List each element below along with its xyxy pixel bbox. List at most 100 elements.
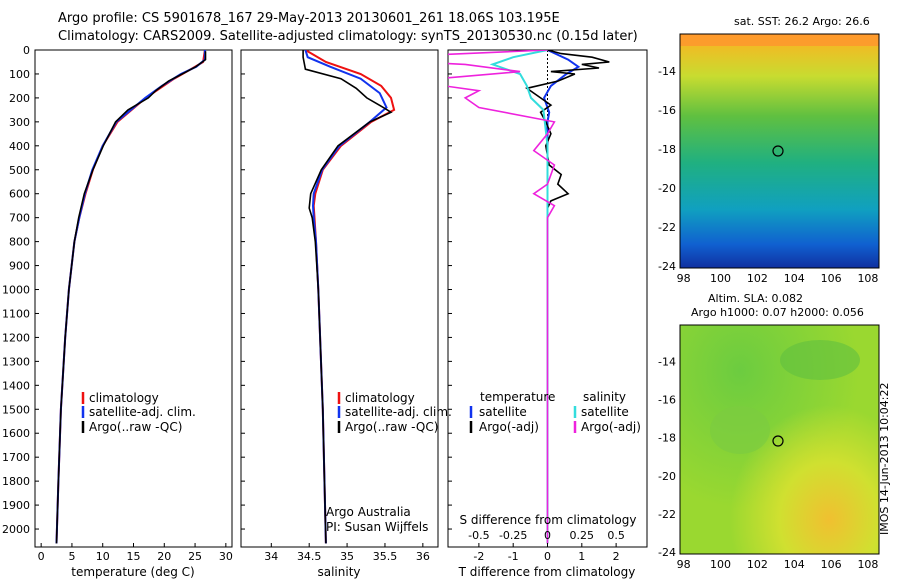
temperature-xlabel: temperature (deg C) — [71, 565, 194, 579]
y-tick-label: 400 — [9, 140, 30, 153]
map-y-tick-label: -16 — [658, 393, 676, 406]
series-satellite-adj-clim- — [55, 50, 206, 544]
y-tick-label: 600 — [9, 188, 30, 201]
map-x-tick-label: 108 — [857, 272, 878, 285]
series-satellite-adj-clim- — [304, 50, 388, 544]
x-tick-label: 35.5 — [373, 550, 398, 563]
y-tick-label: 300 — [9, 116, 30, 129]
difference-series-group — [448, 50, 610, 544]
map-y-tick-label: -18 — [658, 143, 676, 156]
y-tick-label: 1600 — [2, 427, 30, 440]
y-tick-label: 1400 — [2, 379, 30, 392]
y-tick-label: 100 — [9, 68, 30, 81]
x-tick-label: 0 — [38, 550, 45, 563]
s-tick-label: 0.5 — [607, 529, 625, 542]
y-tick-label: 1300 — [2, 355, 30, 368]
map-x-tick-label: 100 — [710, 272, 731, 285]
annotation-line-1: Argo Australia — [326, 505, 411, 519]
y-tick-label: 1100 — [2, 307, 30, 320]
sla-map-title: Altim. SLA: 0.082 — [708, 292, 803, 305]
x-tick-label: 5 — [68, 550, 75, 563]
series-temperature-satellite — [543, 50, 581, 544]
y-tick-label: 1200 — [2, 331, 30, 344]
figure-title-line-2: Climatology: CARS2009. Satellite-adjuste… — [58, 29, 638, 44]
map-x-tick-label: 104 — [784, 558, 805, 571]
salinity-xlabel: salinity — [317, 565, 360, 579]
sla-map — [679, 324, 880, 555]
salinity-panel-frame — [240, 49, 439, 548]
series-salinity-argo-adj- — [448, 50, 556, 544]
map-x-tick-label: 108 — [857, 558, 878, 571]
legend-sal-argo: Argo(-adj) — [581, 420, 641, 434]
y-tick-label: 2000 — [2, 523, 30, 536]
y-tick-label: 1700 — [2, 451, 30, 464]
y-tick-label: 500 — [9, 164, 30, 177]
x-tick-label: 20 — [157, 550, 171, 563]
map-x-tick-label: 106 — [821, 272, 842, 285]
sla-map-title-2: Argo h1000: 0.07 h2000: 0.056 — [691, 306, 864, 319]
x-tick-label: 30 — [219, 550, 233, 563]
map-y-tick-label: -22 — [658, 508, 676, 521]
legend-climatology: climatology — [345, 391, 415, 405]
map-x-tick-label: 102 — [747, 558, 768, 571]
map-x-tick-label: 100 — [710, 558, 731, 571]
map-y-tick-label: -24 — [658, 260, 676, 273]
map-x-tick-label: 98 — [677, 272, 691, 285]
x-tick-label: 10 — [96, 550, 110, 563]
y-tick-label: 1900 — [2, 499, 30, 512]
map-y-tick-label: -20 — [658, 182, 676, 195]
y-tick-label: 200 — [9, 92, 30, 105]
map-y-tick-label: -18 — [658, 432, 676, 445]
x-tick-label: 15 — [127, 550, 141, 563]
y-tick-label: 700 — [9, 212, 30, 225]
y-tick-label: 1500 — [2, 403, 30, 416]
salinity-legend: climatology satellite-adj. clim. Argo(..… — [326, 391, 452, 534]
x-tick-label: 2 — [613, 550, 620, 563]
legend-satellite-adj: satellite-adj. clim. — [345, 405, 452, 419]
salinity-series-group — [302, 50, 396, 544]
figure-title-line-1: Argo profile: CS 5901678_167 29-May-2013… — [58, 11, 560, 26]
legend-title-salinity: salinity — [583, 390, 626, 404]
series-argo-raw-qc- — [55, 51, 207, 544]
map-y-tick-label: -14 — [658, 355, 676, 368]
legend-argo: Argo(..raw -QC) — [345, 420, 438, 434]
y-tick-label: 0 — [23, 44, 30, 57]
legend-sal-satellite: satellite — [581, 405, 629, 419]
y-tick-label: 1000 — [2, 284, 30, 297]
map-x-tick-label: 104 — [784, 272, 805, 285]
map-x-tick-label: 106 — [821, 558, 842, 571]
x-tick-label: 34 — [264, 550, 278, 563]
y-tick-label: 900 — [9, 260, 30, 273]
legend-temp-satellite: satellite — [479, 405, 527, 419]
sst-map — [679, 33, 880, 269]
sst-map-title: sat. SST: 26.2 Argo: 26.6 — [734, 15, 870, 28]
s-tick-label: 0.25 — [570, 529, 595, 542]
series-temperature-argo-adj- — [524, 50, 610, 544]
series-argo-raw-qc- — [302, 50, 393, 544]
s-tick-label: -0.5 — [468, 529, 489, 542]
x-tick-label: 25 — [188, 550, 202, 563]
map-y-tick-label: -24 — [658, 546, 676, 559]
legend-satellite-adj: satellite-adj. clim. — [89, 405, 196, 419]
map-x-tick-label: 98 — [677, 558, 691, 571]
legend-title-temperature: temperature — [480, 390, 555, 404]
x-tick-label: -2 — [473, 550, 484, 563]
s-tick-label: -0.25 — [499, 529, 527, 542]
legend-temp-argo: Argo(-adj) — [479, 420, 539, 434]
sla-argo-marker — [772, 435, 784, 447]
map-y-tick-label: -22 — [658, 221, 676, 234]
difference-top-label: S difference from climatology — [460, 513, 637, 527]
x-tick-label: -1 — [508, 550, 519, 563]
map-y-tick-label: -16 — [658, 104, 676, 117]
y-tick-label: 1800 — [2, 475, 30, 488]
s-tick-label: 0 — [544, 529, 551, 542]
x-tick-label: 34.5 — [297, 550, 322, 563]
x-tick-label: 1 — [578, 550, 585, 563]
map-y-tick-label: -14 — [658, 65, 676, 78]
axes-group: 0100200300400500600700800900100011001200… — [2, 44, 878, 571]
series-climatology — [55, 50, 206, 544]
temperature-panel-frame — [34, 49, 233, 548]
y-tick-label: 800 — [9, 236, 30, 249]
temperature-series-group — [55, 50, 207, 544]
